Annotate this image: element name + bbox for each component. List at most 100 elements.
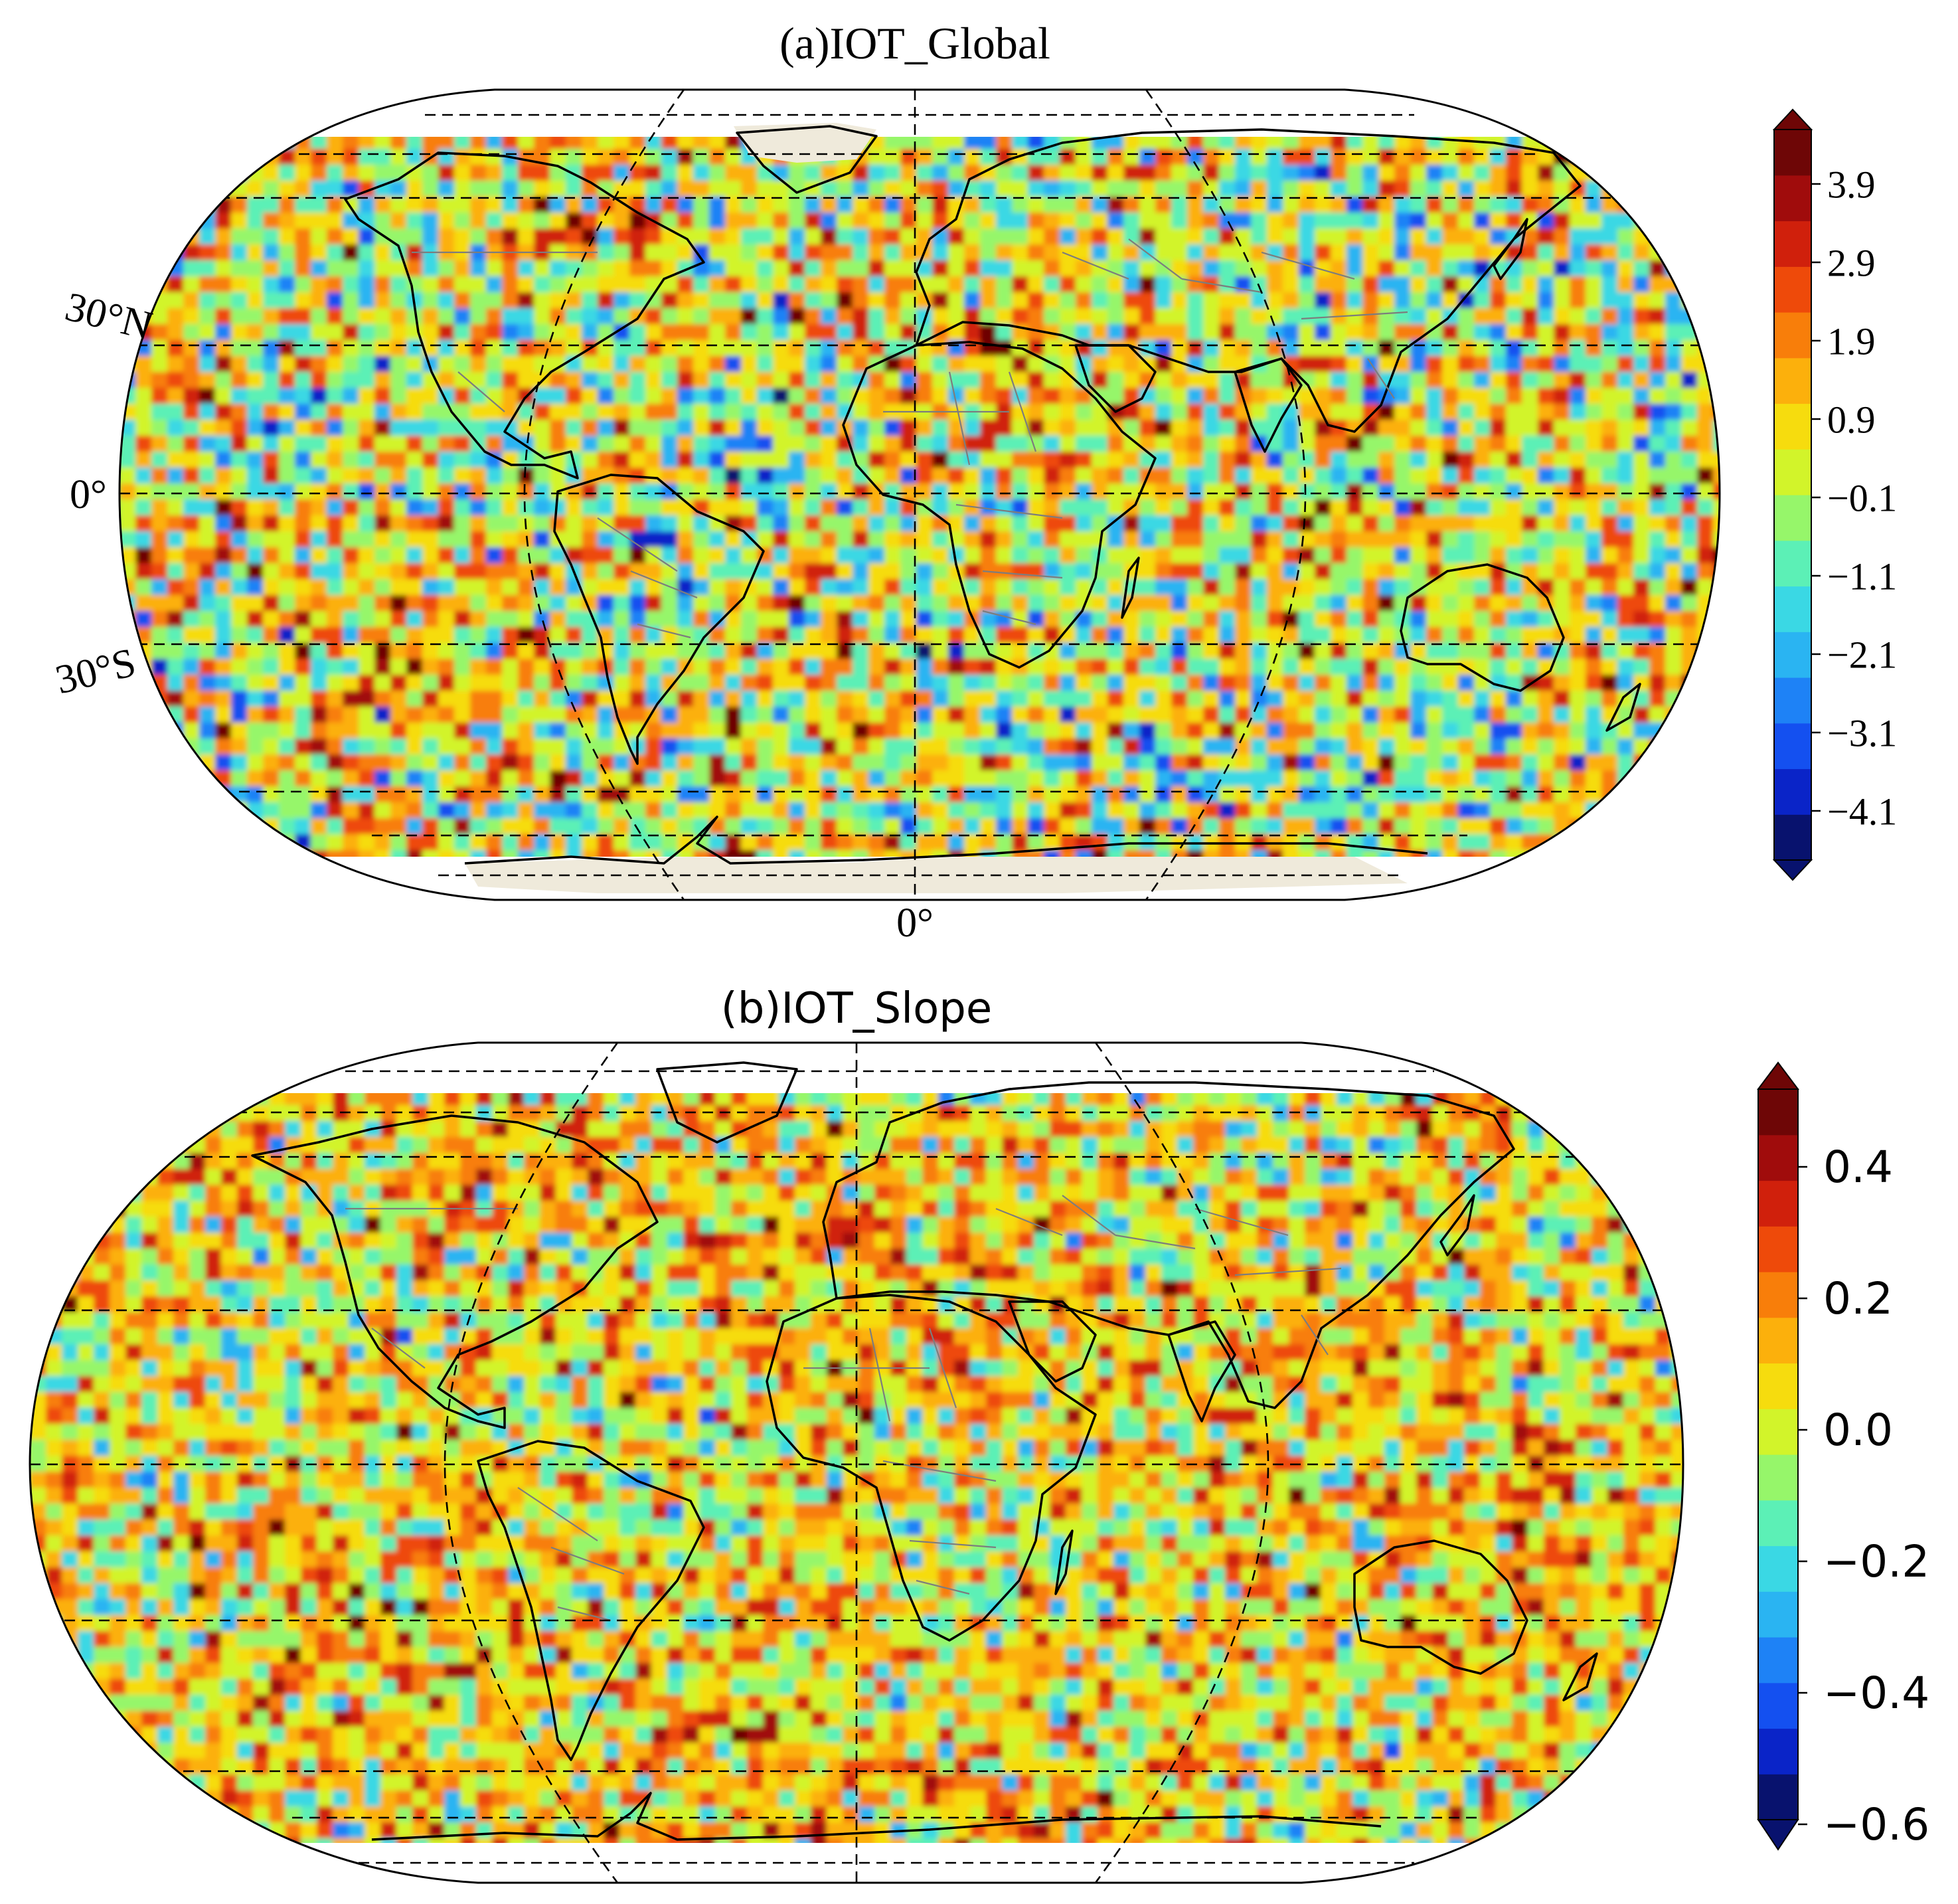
field-cell <box>582 149 598 165</box>
field-cell <box>709 707 726 723</box>
field-cell <box>1139 181 1156 197</box>
field-cell <box>279 499 295 516</box>
field-cell <box>247 228 264 245</box>
field-cell <box>1665 244 1682 261</box>
field-cell <box>390 308 407 325</box>
field-cell <box>327 754 343 771</box>
field-cell <box>1012 260 1028 277</box>
field-cell <box>231 531 248 548</box>
field-cell <box>247 388 264 404</box>
field-cell <box>231 388 248 404</box>
field-cell <box>534 181 550 197</box>
field-cell <box>1139 579 1156 596</box>
field-cell <box>613 372 630 389</box>
field-cell <box>1012 483 1028 500</box>
field-cell <box>438 213 455 229</box>
field-cell <box>709 292 726 309</box>
field-cell <box>964 531 981 548</box>
field-cell <box>1092 611 1108 628</box>
field-cell <box>1299 754 1315 771</box>
field-cell <box>932 611 949 628</box>
field-cell <box>1394 483 1411 500</box>
field-cell <box>805 723 821 739</box>
field-cell <box>1139 515 1156 532</box>
field-cell <box>598 802 614 819</box>
field-cell <box>1586 659 1602 675</box>
field-cell <box>1299 643 1315 659</box>
field-cell <box>837 468 853 484</box>
field-cell <box>789 420 805 436</box>
field-cell <box>1267 292 1283 309</box>
field-cell <box>1554 356 1570 373</box>
field-cell <box>534 292 550 309</box>
field-cell <box>502 818 519 835</box>
field-cell <box>1522 595 1538 612</box>
field-cell <box>1474 579 1491 596</box>
field-cell <box>1649 197 1666 213</box>
field-cell <box>438 292 455 309</box>
field-cell <box>1378 260 1395 277</box>
field-cell <box>1012 372 1028 389</box>
field-cell <box>629 228 646 245</box>
field-cell <box>837 483 853 500</box>
field-cell <box>422 802 439 819</box>
field-cell <box>1458 707 1475 723</box>
field-cell <box>1442 420 1459 436</box>
field-cell <box>980 691 997 707</box>
field-cell <box>263 786 280 803</box>
field-cell <box>645 770 662 787</box>
field-cell <box>884 595 901 612</box>
field-cell <box>1362 515 1379 532</box>
field-cell <box>693 276 710 293</box>
field-cell <box>837 244 853 261</box>
field-cell <box>566 754 582 771</box>
field-cell <box>151 802 168 819</box>
field-cell <box>741 786 758 803</box>
field-cell <box>1346 149 1363 165</box>
field-cell <box>1410 627 1427 644</box>
field-cell <box>1713 308 1720 325</box>
field-cell <box>454 228 471 245</box>
field-cell <box>470 834 487 851</box>
field-cell <box>725 181 742 197</box>
field-cell <box>1171 181 1188 197</box>
field-cell <box>709 754 726 771</box>
field-cell <box>789 579 805 596</box>
field-cell <box>502 659 519 675</box>
field-cell <box>1665 133 1682 149</box>
field-cell <box>343 499 359 516</box>
field-cell <box>725 340 742 357</box>
field-cell <box>1649 483 1666 500</box>
field-cell <box>454 483 471 500</box>
field-cell <box>1123 324 1140 341</box>
field-cell <box>502 627 519 644</box>
field-cell <box>374 292 391 309</box>
field-cell <box>693 579 710 596</box>
field-cell <box>247 611 264 628</box>
field-cell <box>566 324 582 341</box>
field-cell <box>1426 308 1443 325</box>
field-cell <box>263 802 280 819</box>
field-cell <box>110 1121 126 1138</box>
field-cell <box>916 770 933 787</box>
field-cell <box>1601 404 1618 420</box>
field-cell <box>263 308 280 325</box>
colorbar-tick-label: −2.1 <box>1827 633 1897 676</box>
field-cell <box>837 515 853 532</box>
field-cell <box>1522 611 1538 628</box>
field-cell <box>327 181 343 197</box>
field-cell <box>1044 786 1060 803</box>
field-cell <box>167 563 184 580</box>
field-cell <box>1076 149 1092 165</box>
field-cell <box>1187 276 1204 293</box>
field-cell <box>1155 420 1172 436</box>
field-cell <box>1171 276 1188 293</box>
field-cell <box>661 659 678 675</box>
field-cell <box>183 149 200 165</box>
field-cell <box>980 738 997 755</box>
field-cell <box>374 149 391 165</box>
field-cell <box>311 356 327 373</box>
field-cell <box>1506 483 1522 500</box>
field-cell <box>1235 547 1252 564</box>
field-cell <box>470 149 487 165</box>
